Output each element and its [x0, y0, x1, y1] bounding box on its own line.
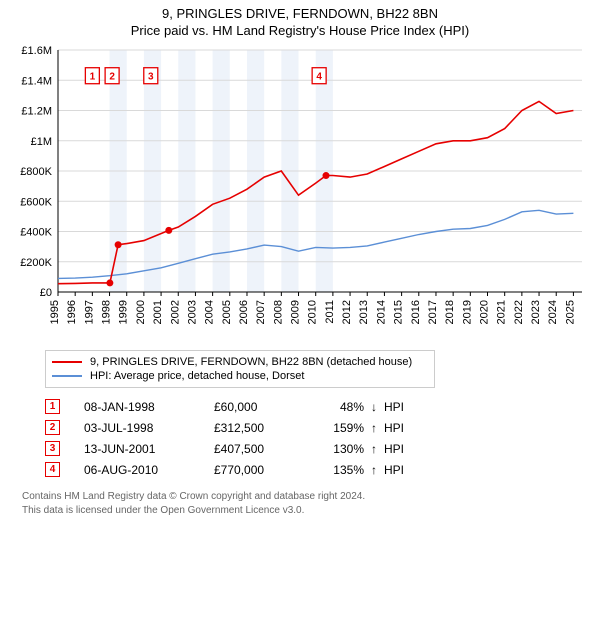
svg-text:2009: 2009: [290, 300, 302, 324]
sale-marker-number: 3: [148, 72, 154, 83]
svg-text:2003: 2003: [186, 300, 198, 324]
transaction-number-box: 1: [45, 399, 60, 414]
svg-text:2020: 2020: [479, 300, 491, 324]
sale-marker-number: 4: [316, 72, 322, 83]
sale-point: [106, 279, 113, 286]
title-sub: Price paid vs. HM Land Registry's House …: [10, 23, 590, 38]
svg-text:2008: 2008: [272, 300, 284, 324]
arrow-icon: ↑: [364, 442, 384, 456]
footer-line-2: This data is licensed under the Open Gov…: [22, 504, 590, 518]
chart-area: £0 £200K £400K £600K £800K £1M £1.2M £1.4M £1.6M…: [10, 42, 590, 342]
svg-text:1998: 1998: [101, 300, 113, 324]
transaction-row: 1 08-JAN-1998£60,00048%↓HPI: [45, 396, 590, 417]
transaction-pct: 159%: [314, 421, 364, 435]
svg-text:2004: 2004: [204, 300, 216, 324]
footer-attribution: Contains HM Land Registry data © Crown c…: [22, 490, 590, 517]
sale-marker-number: 2: [109, 72, 115, 83]
svg-text:2018: 2018: [444, 300, 456, 324]
arrow-icon: ↓: [364, 400, 384, 414]
legend-label: HPI: Average price, detached house, Dors…: [90, 370, 304, 382]
transaction-date: 03-JUL-1998: [84, 421, 214, 435]
footer-line-1: Contains HM Land Registry data © Crown c…: [22, 490, 590, 504]
svg-text:2024: 2024: [547, 300, 559, 324]
svg-text:£1M: £1M: [31, 136, 52, 148]
transaction-row: 2 03-JUL-1998£312,500159%↑HPI: [45, 417, 590, 438]
svg-text:£0: £0: [40, 287, 52, 299]
svg-text:1999: 1999: [118, 300, 130, 324]
sale-point: [115, 241, 122, 248]
sale-marker-number: 1: [90, 72, 96, 83]
transaction-number-box: 4: [45, 462, 60, 477]
svg-text:2006: 2006: [238, 300, 250, 324]
line-chart-svg: £0 £200K £400K £600K £800K £1M £1.2M £1.4M £1.6M…: [10, 42, 590, 342]
legend-swatch: [52, 375, 82, 377]
svg-text:£1.2M: £1.2M: [21, 106, 52, 118]
transaction-hpi-label: HPI: [384, 463, 424, 477]
transaction-pct: 130%: [314, 442, 364, 456]
transaction-date: 06-AUG-2010: [84, 463, 214, 477]
legend-item: 9, PRINGLES DRIVE, FERNDOWN, BH22 8BN (d…: [52, 355, 428, 369]
transaction-price: £312,500: [214, 421, 314, 435]
svg-text:£200K: £200K: [20, 257, 52, 269]
svg-text:£600K: £600K: [20, 196, 52, 208]
svg-text:2011: 2011: [324, 300, 336, 324]
svg-text:£800K: £800K: [20, 166, 52, 178]
svg-text:2023: 2023: [530, 300, 542, 324]
title-main: 9, PRINGLES DRIVE, FERNDOWN, BH22 8BN: [10, 6, 590, 21]
svg-text:2021: 2021: [496, 300, 508, 324]
transaction-pct: 135%: [314, 463, 364, 477]
transaction-row: 4 06-AUG-2010£770,000135%↑HPI: [45, 459, 590, 480]
sale-point: [165, 227, 172, 234]
sale-point: [323, 172, 330, 179]
svg-text:2016: 2016: [410, 300, 422, 324]
transaction-date: 08-JAN-1998: [84, 400, 214, 414]
svg-text:£1.6M: £1.6M: [21, 45, 52, 57]
svg-text:2015: 2015: [393, 300, 405, 324]
svg-text:2000: 2000: [135, 300, 147, 324]
svg-text:2005: 2005: [221, 300, 233, 324]
transaction-hpi-label: HPI: [384, 442, 424, 456]
svg-text:£400K: £400K: [20, 227, 52, 239]
transaction-date: 13-JUN-2001: [84, 442, 214, 456]
transaction-price: £60,000: [214, 400, 314, 414]
legend-item: HPI: Average price, detached house, Dors…: [52, 369, 428, 383]
svg-text:2013: 2013: [358, 300, 370, 324]
svg-text:2014: 2014: [375, 300, 387, 324]
legend: 9, PRINGLES DRIVE, FERNDOWN, BH22 8BN (d…: [45, 350, 435, 388]
svg-text:2007: 2007: [255, 300, 267, 324]
legend-swatch: [52, 361, 82, 363]
svg-text:2012: 2012: [341, 300, 353, 324]
svg-text:2022: 2022: [513, 300, 525, 324]
arrow-icon: ↑: [364, 421, 384, 435]
svg-text:2025: 2025: [564, 300, 576, 324]
svg-text:2001: 2001: [152, 300, 164, 324]
transaction-price: £770,000: [214, 463, 314, 477]
transaction-number-box: 3: [45, 441, 60, 456]
svg-text:1995: 1995: [49, 300, 61, 324]
svg-text:1997: 1997: [83, 300, 95, 324]
legend-label: 9, PRINGLES DRIVE, FERNDOWN, BH22 8BN (d…: [90, 356, 412, 368]
transaction-hpi-label: HPI: [384, 421, 424, 435]
chart-titles: 9, PRINGLES DRIVE, FERNDOWN, BH22 8BN Pr…: [10, 6, 590, 38]
arrow-icon: ↑: [364, 463, 384, 477]
transaction-pct: 48%: [314, 400, 364, 414]
transaction-number-box: 2: [45, 420, 60, 435]
svg-text:2017: 2017: [427, 300, 439, 324]
svg-text:2010: 2010: [307, 300, 319, 324]
svg-text:2002: 2002: [169, 300, 181, 324]
svg-text:£1.4M: £1.4M: [21, 75, 52, 87]
svg-text:1996: 1996: [66, 300, 78, 324]
transaction-price: £407,500: [214, 442, 314, 456]
svg-text:2019: 2019: [461, 300, 473, 324]
transaction-hpi-label: HPI: [384, 400, 424, 414]
transaction-table: 108-JAN-1998£60,00048%↓HPI203-JUL-1998£3…: [45, 396, 590, 480]
chart-container: 9, PRINGLES DRIVE, FERNDOWN, BH22 8BN Pr…: [0, 0, 600, 525]
transaction-row: 3 13-JUN-2001£407,500130%↑HPI: [45, 438, 590, 459]
